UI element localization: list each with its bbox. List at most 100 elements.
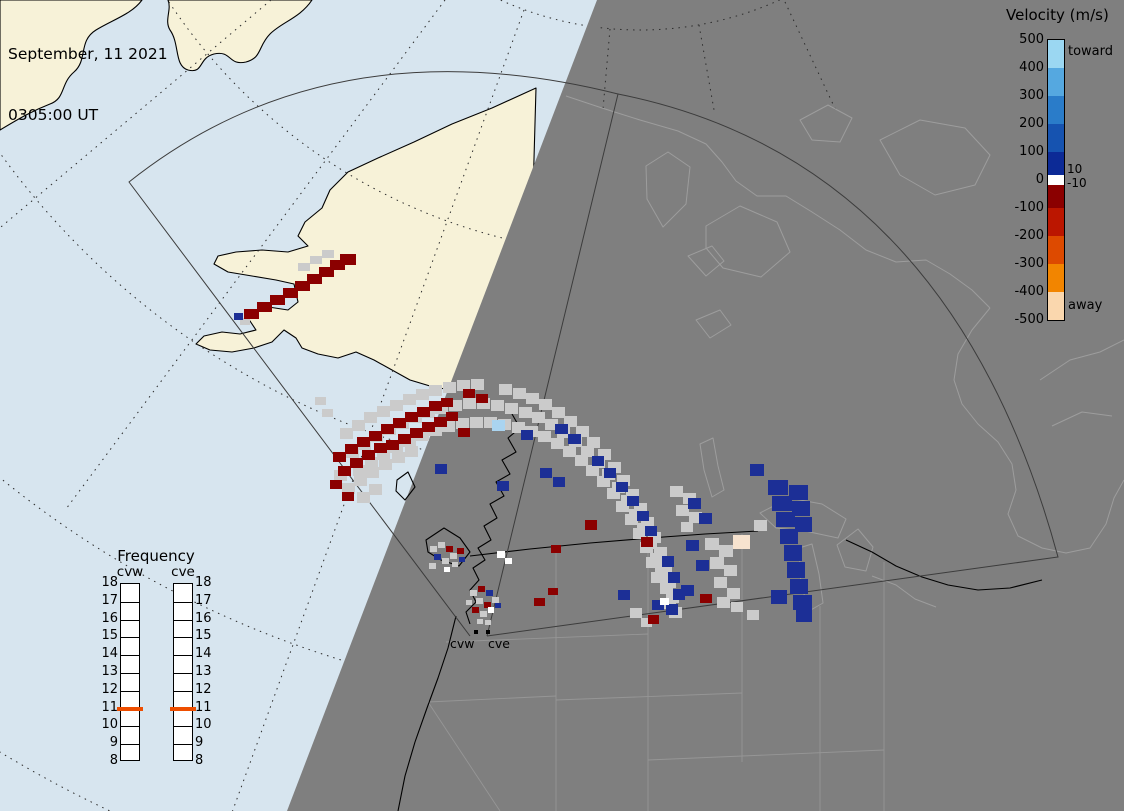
velocity-cell-g (403, 394, 416, 405)
velocity-cell-g (364, 412, 377, 423)
velocity-cell-b (796, 610, 812, 622)
land-day (0, 0, 537, 415)
coastline-arctic-canada (565, 95, 991, 309)
velocity-cell-b (434, 554, 441, 560)
velocity-cell-g (491, 400, 504, 411)
velocity-cell-g (654, 547, 667, 558)
velocity-cell-r (458, 428, 470, 437)
velocity-tick-label: 400 (1019, 60, 1044, 75)
frequency-marker (117, 707, 143, 712)
velocity-cell-b (521, 430, 533, 440)
frequency-ticks-left: 18 17 16 15 14 13 12 11 10 9 8 (92, 547, 118, 787)
velocity-cell-r (295, 281, 310, 291)
velocity-cell-g (597, 476, 610, 487)
velocity-cell-b (776, 512, 795, 527)
velocity-cell-g (641, 618, 652, 627)
frequency-tick-line (121, 619, 139, 621)
frequency-tick-label: 15 (195, 628, 212, 644)
velocity-cell-b (627, 496, 639, 506)
velocity-tick-label: -200 (1014, 228, 1044, 243)
velocity-cell-g (563, 446, 576, 457)
frequency-tick-label: 11 (101, 699, 118, 715)
velocity-cell-r (393, 418, 406, 428)
velocity-cell-r (330, 260, 345, 270)
frequency-tick-label: 17 (195, 592, 212, 608)
frequency-tick-label: 10 (101, 717, 118, 733)
velocity-cell-b (662, 556, 674, 567)
frequency-tick-line (121, 601, 139, 603)
velocity-cell-g (505, 403, 518, 414)
velocity-cell-b (435, 464, 447, 474)
velocity-cell-g (626, 489, 639, 500)
velocity-cell-g (616, 501, 629, 512)
velocity-cell-g (430, 546, 437, 552)
velocity-cell-g (480, 611, 487, 617)
velocity-cell-r (478, 586, 485, 592)
frequency-col-cvw-label: cvw (116, 564, 144, 580)
velocity-cell-b (792, 501, 810, 516)
coastline-bc (465, 413, 521, 625)
velocity-cell-g (633, 528, 646, 539)
radar-label-cvw: cvw (450, 636, 475, 651)
velocity-cell-g (545, 419, 558, 430)
coastline-labrador (1039, 339, 1124, 381)
velocity-cell-r (472, 607, 479, 613)
velocity-cell-g (670, 486, 683, 497)
velocity-tick-label: 300 (1019, 88, 1044, 103)
island-arctic-small (799, 104, 853, 143)
velocity-cell-g (710, 557, 724, 569)
velocity-cell-g (625, 514, 638, 525)
velocity-cell-r (457, 548, 464, 554)
velocity-cell-g (630, 608, 642, 618)
velocity-cell-b (604, 468, 616, 478)
velocity-cell-g (651, 572, 664, 583)
island-baffin (879, 119, 991, 196)
velocity-cell-c (492, 420, 505, 431)
coastline-siberia-east (167, 0, 313, 72)
velocity-cell-r (307, 274, 322, 284)
velocity-cell-g (340, 428, 353, 439)
threshold-plus-label: 10 (1067, 162, 1083, 176)
velocity-cell-g (450, 553, 457, 559)
velocity-cell-g (581, 446, 594, 457)
velocity-cell-r (362, 450, 375, 460)
frequency-tick-line (174, 637, 192, 639)
frequency-legend: Frequency cvw cve 18 17 16 15 14 13 12 11 10 9 8 1… (92, 547, 222, 787)
velocity-cell-g (470, 417, 483, 428)
velocity-cell-g (607, 488, 620, 499)
velocity-cell-g (648, 532, 661, 543)
timestamp-block: September, 11 2021 0305:00 UT (8, 4, 168, 165)
velocity-cell-g (240, 318, 250, 325)
frequency-tick-line (174, 619, 192, 621)
velocity-cell-r (417, 407, 430, 417)
velocity-cell-g (526, 393, 539, 404)
velocity-legend-title: Velocity (m/s) (1006, 6, 1109, 24)
velocity-cell-g (641, 517, 654, 528)
velocity-cell-r (357, 437, 370, 447)
velocity-cell-b (495, 603, 501, 608)
velocity-cell-g (315, 397, 326, 405)
velocity-cell-g (727, 588, 740, 599)
velocity-cell-g (663, 598, 676, 609)
velocity-cell-g (365, 457, 378, 468)
frequency-col-cve-label: cve (171, 564, 195, 580)
velocity-cell-g (442, 421, 455, 432)
velocity-cell-g (513, 388, 526, 399)
velocity-tick-label: -300 (1014, 256, 1044, 271)
frequency-tick-label: 10 (195, 717, 212, 733)
frequency-tick-line (121, 673, 139, 674)
state-borders (427, 534, 885, 811)
velocity-cell-b (696, 560, 709, 571)
frequency-tick-line (174, 673, 192, 674)
velocity-cell-p (733, 535, 750, 549)
time-label: 0305:00 UT (8, 105, 99, 124)
frequency-tick-line (174, 655, 192, 657)
velocity-cell-b (555, 424, 568, 434)
velocity-cells-layer (234, 250, 812, 627)
velocity-cell-r (342, 492, 354, 501)
velocity-cell-r (244, 309, 259, 319)
velocity-cell-g (564, 416, 577, 427)
velocity-cell-g (617, 475, 630, 486)
velocity-cell-g (689, 512, 702, 523)
velocity-cell-g (310, 256, 322, 264)
